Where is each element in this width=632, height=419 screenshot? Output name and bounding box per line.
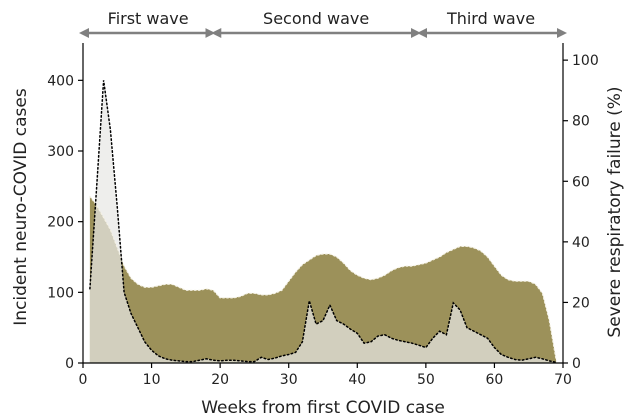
- x-tick-label: 0: [79, 372, 88, 388]
- y-right-tick-label: 60: [572, 174, 590, 190]
- y-right-tick-label: 80: [572, 114, 590, 130]
- wave-label: First wave: [108, 9, 189, 28]
- y-left-tick-label: 400: [47, 73, 74, 89]
- wave-label: Third wave: [446, 9, 535, 28]
- y-left-tick-label: 100: [47, 285, 74, 301]
- line-series-neuro-covid-cases: [89, 80, 557, 364]
- y-axis-right-title: Severe respiratory failure (%): [605, 86, 625, 337]
- x-tick-label: 20: [211, 372, 229, 388]
- area-series-respiratory-failure: [89, 196, 557, 363]
- axis-titles: Weeks from first COVID case Incident neu…: [11, 86, 625, 418]
- x-tick-label: 60: [486, 372, 504, 388]
- line-series-respiratory-failure: [89, 195, 557, 361]
- series-fills: [89, 80, 557, 364]
- y-right-tick-label: 20: [572, 295, 590, 311]
- y-left-tick-label: 300: [47, 144, 74, 160]
- wave-label: Second wave: [263, 9, 369, 28]
- x-tick-label: 50: [417, 372, 435, 388]
- y-right-tick-label: 0: [572, 356, 581, 372]
- y-axis-left-title: Incident neuro-COVID cases: [11, 88, 31, 326]
- x-tick-label: 40: [348, 372, 366, 388]
- x-tick-label: 70: [554, 372, 572, 388]
- y-left-tick-label: 200: [47, 215, 74, 231]
- x-axis-title: Weeks from first COVID case: [201, 398, 445, 418]
- wave-annotations: First wave Second wave Third wave: [79, 9, 567, 38]
- area-series-neuro-covid-cases: [89, 80, 557, 364]
- y-right-tick-label: 40: [572, 235, 590, 251]
- x-tick-label: 10: [143, 372, 161, 388]
- y-left-tick-label: 0: [65, 356, 74, 372]
- y-right-tick-label: 100: [572, 53, 599, 69]
- series-lines: [89, 80, 557, 364]
- x-tick-label: 30: [280, 372, 298, 388]
